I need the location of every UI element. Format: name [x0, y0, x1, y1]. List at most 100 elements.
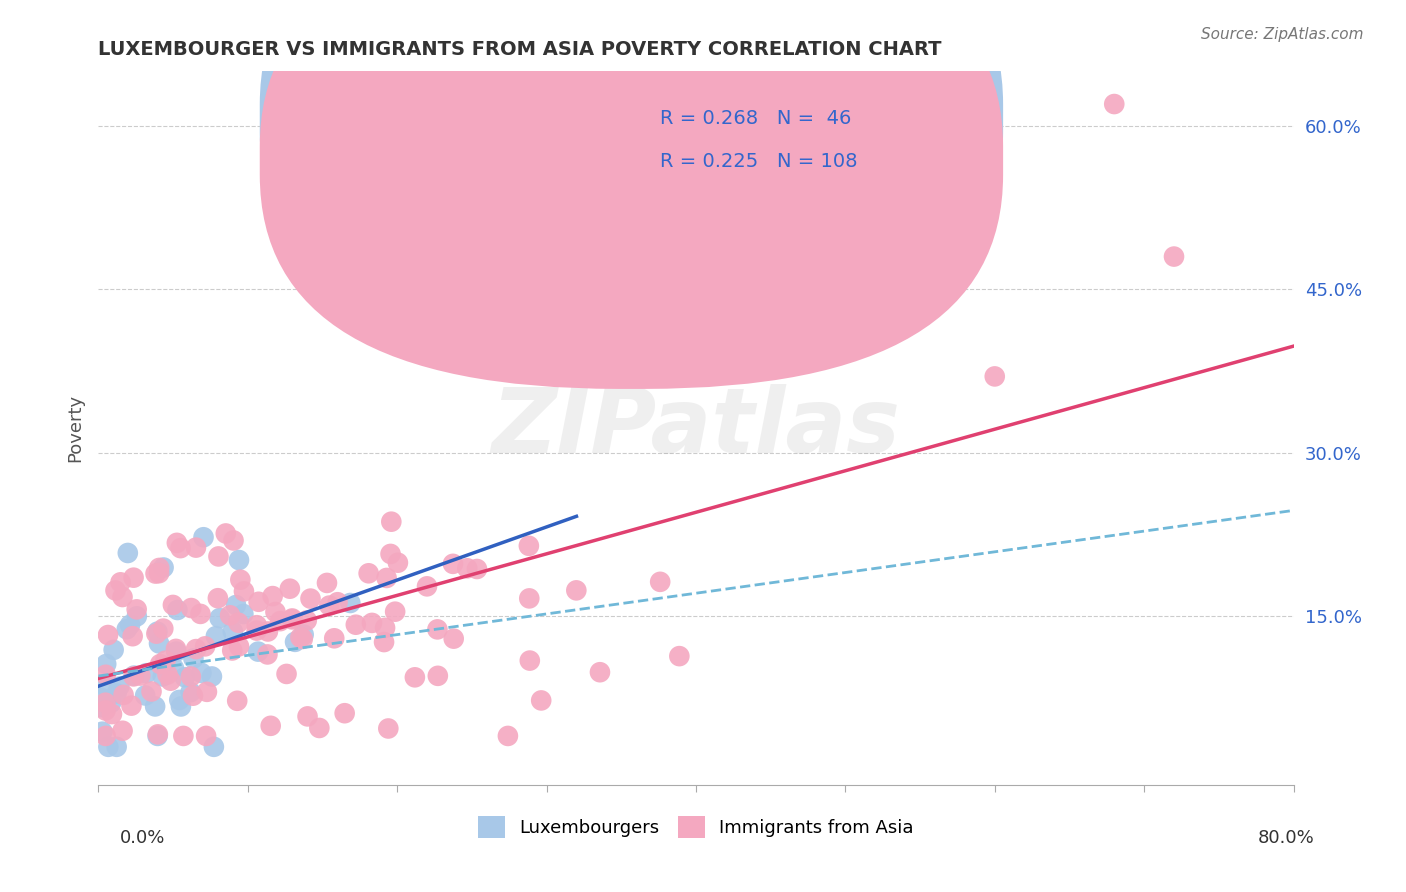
Point [281, 611, 304, 625]
Point [155, 654, 177, 668]
Point [159, 673, 181, 688]
Point [148, 566, 170, 581]
Point [122, 668, 145, 682]
Point [357, 566, 380, 581]
Point [326, 595, 349, 609]
Point [202, 739, 225, 754]
Point [111, 590, 134, 604]
Point [496, 729, 519, 743]
Point [297, 709, 319, 723]
Text: R = 0.268   N =  46: R = 0.268 N = 46 [661, 109, 852, 128]
Point [984, 369, 1007, 384]
Point [180, 685, 202, 699]
Point [145, 626, 167, 640]
Point [94, 704, 117, 718]
Point [229, 573, 252, 587]
Point [122, 669, 145, 683]
Point [129, 668, 152, 682]
Point [373, 635, 395, 649]
Point [269, 614, 291, 628]
Point [184, 642, 207, 657]
Point [323, 632, 346, 646]
Point [260, 719, 283, 733]
Point [256, 648, 278, 662]
Point [215, 526, 238, 541]
Text: 80.0%: 80.0% [1258, 829, 1315, 847]
Point [122, 571, 145, 585]
Point [374, 621, 396, 635]
Point [97, 628, 120, 642]
Point [589, 665, 612, 680]
Point [134, 689, 156, 703]
Point [530, 693, 553, 707]
Point [135, 666, 157, 681]
Point [156, 667, 179, 681]
Point [222, 624, 245, 639]
Point [125, 609, 148, 624]
Point [416, 579, 439, 593]
Point [149, 657, 172, 671]
Point [247, 645, 270, 659]
Point [181, 689, 204, 703]
Point [195, 685, 218, 699]
Point [299, 591, 322, 606]
Point [94, 696, 117, 710]
Point [375, 571, 398, 585]
Point [465, 562, 488, 576]
Point [221, 643, 243, 657]
Point [169, 541, 191, 555]
Point [94, 680, 117, 694]
Point [94, 729, 117, 743]
Point [456, 561, 478, 575]
Point [377, 722, 399, 736]
Point [120, 698, 142, 713]
Point [426, 623, 449, 637]
Text: LUXEMBOURGER VS IMMIGRANTS FROM ASIA POVERTY CORRELATION CHART: LUXEMBOURGER VS IMMIGRANTS FROM ASIA POV… [98, 39, 942, 59]
Point [146, 624, 169, 639]
Point [246, 624, 269, 638]
Point [166, 536, 188, 550]
Text: R = 0.225   N = 108: R = 0.225 N = 108 [661, 152, 858, 170]
Point [426, 669, 449, 683]
Point [146, 727, 169, 741]
Point [226, 694, 249, 708]
Point [90, 700, 112, 714]
Point [195, 729, 218, 743]
Point [112, 688, 135, 702]
Point [519, 654, 541, 668]
Point [172, 729, 194, 743]
Point [208, 611, 231, 625]
Point [97, 739, 120, 754]
Point [295, 614, 318, 628]
Point [233, 584, 256, 599]
Point [517, 591, 540, 606]
Point [205, 629, 228, 643]
Point [380, 515, 402, 529]
Point [225, 598, 247, 612]
Point [387, 556, 409, 570]
Point [290, 631, 312, 645]
Point [291, 632, 314, 646]
Point [141, 684, 163, 698]
Point [278, 582, 301, 596]
Point [194, 640, 217, 654]
Point [148, 636, 170, 650]
Point [257, 624, 280, 639]
Point [228, 553, 250, 567]
Point [163, 661, 186, 675]
Point [118, 618, 141, 632]
Point [100, 696, 122, 710]
Point [184, 541, 207, 555]
FancyBboxPatch shape [589, 82, 959, 200]
Point [96, 657, 118, 671]
Point [1163, 250, 1185, 264]
Point [165, 644, 187, 658]
Point [143, 699, 166, 714]
Point [152, 560, 174, 574]
Point [115, 622, 138, 636]
Legend: Luxembourgers, Immigrants from Asia: Luxembourgers, Immigrants from Asia [470, 807, 922, 847]
Point [105, 686, 128, 700]
Point [380, 547, 402, 561]
FancyBboxPatch shape [260, 0, 1002, 347]
Point [180, 601, 202, 615]
